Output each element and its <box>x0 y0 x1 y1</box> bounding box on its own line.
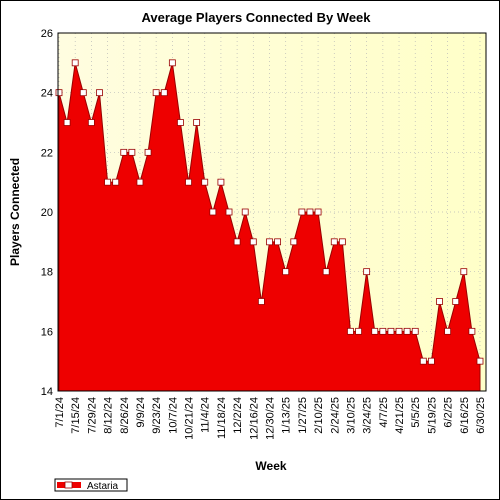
data-point-marker <box>476 357 484 365</box>
data-point-marker <box>419 357 427 365</box>
data-point-marker <box>371 327 379 335</box>
x-tick-label: 6/30/25 <box>475 397 487 434</box>
y-tick-label: 26 <box>41 28 53 40</box>
data-point-marker <box>395 327 403 335</box>
data-point-marker <box>274 238 282 246</box>
legend-label: Astaria <box>87 481 119 492</box>
y-tick-label: 20 <box>41 207 53 219</box>
x-tick-label: 2/10/25 <box>313 397 325 434</box>
data-point-marker <box>347 327 354 335</box>
data-point-marker <box>63 119 71 126</box>
y-axis-label: Players Connected <box>8 158 22 266</box>
data-point-marker <box>338 238 346 246</box>
y-tick-label: 16 <box>41 326 53 338</box>
x-tick-label: 5/19/25 <box>426 397 438 434</box>
data-point-marker <box>428 357 435 365</box>
x-tick-label: 9/9/24 <box>135 397 147 428</box>
data-point-marker <box>249 238 257 246</box>
x-tick-label: 4/21/25 <box>394 397 406 434</box>
y-tick-label: 24 <box>41 88 53 100</box>
legend-marker <box>64 481 73 489</box>
data-point-marker <box>387 327 395 335</box>
data-point-marker <box>79 89 87 97</box>
x-tick-label: 12/2/24 <box>232 397 244 434</box>
x-tick-label: 8/26/24 <box>119 397 131 434</box>
x-tick-label: 9/23/24 <box>151 397 163 434</box>
data-point-marker <box>209 208 217 216</box>
data-point-marker <box>444 327 452 335</box>
data-point-marker <box>217 178 225 186</box>
data-point-marker <box>452 298 460 305</box>
data-point-marker <box>201 178 209 186</box>
data-point-marker <box>160 89 168 97</box>
data-point-marker <box>298 208 306 216</box>
legend: Astaria <box>54 478 128 492</box>
data-point-marker <box>403 327 411 335</box>
x-tick-label: 7/1/24 <box>54 397 66 428</box>
data-point-marker <box>330 238 338 246</box>
data-point-marker <box>71 59 79 67</box>
x-tick-label: 2/24/25 <box>329 397 341 434</box>
data-point-marker <box>168 59 176 67</box>
data-point-marker <box>468 327 476 335</box>
x-tick-label: 11/4/24 <box>200 397 212 433</box>
data-point-marker <box>266 238 273 246</box>
x-axis-label: Week <box>255 459 286 473</box>
x-tick-label: 12/16/24 <box>248 397 260 440</box>
data-point-marker <box>379 327 387 335</box>
x-tick-label: 11/18/24 <box>216 397 228 439</box>
data-point-marker <box>128 148 136 156</box>
data-point-marker <box>290 238 298 246</box>
data-point-marker <box>193 119 201 126</box>
data-point-marker <box>104 178 111 186</box>
x-tick-labels: 7/1/24 7/15/24 7/29/24 8/12/24 8/26/24 9/9/24… <box>54 397 487 440</box>
y-tick-label: 18 <box>41 267 53 279</box>
data-markers <box>55 59 484 365</box>
x-tick-label: 3/24/25 <box>362 397 374 434</box>
data-point-marker <box>120 148 128 156</box>
data-point-marker <box>241 208 249 216</box>
x-tick-label: 12/30/24 <box>265 397 277 440</box>
x-tick-label: 4/7/25 <box>378 397 390 428</box>
chart-title: Average Players Connected By Week <box>141 10 371 25</box>
data-point-marker <box>112 178 120 186</box>
data-point-marker <box>87 119 95 126</box>
data-point-marker <box>460 268 468 276</box>
data-point-marker <box>282 268 290 276</box>
data-point-marker <box>144 148 152 156</box>
data-point-marker <box>314 208 322 216</box>
x-tick-label: 7/29/24 <box>86 397 98 434</box>
data-point-marker <box>136 178 144 186</box>
y-tick-labels: 14 16 18 20 22 24 26 <box>41 28 53 398</box>
x-tick-label: 1/13/25 <box>281 397 293 434</box>
data-point-marker <box>152 89 160 97</box>
data-point-marker <box>257 298 265 305</box>
x-tick-label: 6/2/25 <box>443 397 455 428</box>
y-tick-label: 22 <box>41 147 53 159</box>
x-tick-label: 6/16/25 <box>459 397 471 434</box>
data-point-marker <box>355 327 362 335</box>
data-point-marker <box>225 208 233 216</box>
x-tick-label: 3/10/25 <box>345 397 357 434</box>
x-tick-label: 10/7/24 <box>167 397 179 434</box>
data-point-marker <box>96 89 103 97</box>
data-point-marker <box>363 268 371 276</box>
data-point-marker <box>436 298 443 305</box>
data-point-marker <box>233 238 241 246</box>
x-tick-label: 10/21/24 <box>184 397 196 440</box>
plot-border <box>57 32 487 392</box>
x-tick-label: 1/27/25 <box>297 397 309 434</box>
data-point-marker <box>55 89 63 97</box>
data-point-marker <box>411 327 419 335</box>
data-point-marker <box>322 268 330 276</box>
data-point-marker <box>177 119 184 126</box>
x-tick-label: 5/5/25 <box>410 397 422 428</box>
x-tick-label: 7/15/24 <box>70 397 82 434</box>
y-tick-label: 14 <box>41 386 53 398</box>
data-point-marker <box>185 178 192 186</box>
data-point-marker <box>306 208 314 216</box>
x-tick-label: 8/12/24 <box>103 397 115 434</box>
